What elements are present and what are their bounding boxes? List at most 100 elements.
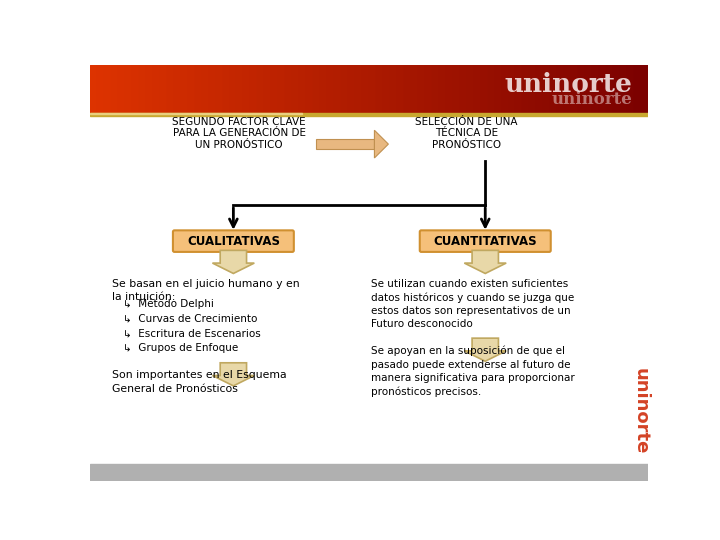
Bar [202, 65, 210, 113]
Bar [523, 65, 530, 113]
FancyBboxPatch shape [173, 231, 294, 252]
Bar [529, 65, 537, 113]
Bar [125, 65, 132, 113]
Text: CUANTITATIVAS: CUANTITATIVAS [433, 234, 537, 248]
Bar [258, 65, 265, 113]
Bar [571, 65, 579, 113]
Bar [453, 65, 461, 113]
Text: Se basan en el juicio humano y en
la intuición:: Se basan en el juicio humano y en la int… [112, 279, 300, 302]
Bar [585, 65, 593, 113]
Text: SELECCIÓN DE UNA
TÉCNICA DE
PRONÓSTICO: SELECCIÓN DE UNA TÉCNICA DE PRONÓSTICO [415, 117, 518, 150]
Bar [132, 65, 140, 113]
Bar [320, 65, 328, 113]
Text: uninorte: uninorte [505, 72, 632, 97]
Bar [593, 65, 600, 113]
Bar [90, 113, 302, 114]
Bar [467, 65, 474, 113]
Polygon shape [212, 363, 254, 386]
Bar [536, 65, 544, 113]
Bar [383, 65, 391, 113]
Bar [474, 65, 482, 113]
Text: uninorte: uninorte [631, 368, 649, 455]
Text: ↳  Método Delphi: ↳ Método Delphi [122, 299, 213, 309]
Bar [620, 65, 628, 113]
Bar [90, 113, 648, 117]
Bar [557, 65, 565, 113]
Bar [230, 65, 238, 113]
Text: Se utilizan cuando existen suficientes
datos históricos y cuando se juzga que
es: Se utilizan cuando existen suficientes d… [371, 279, 574, 329]
Bar [264, 65, 272, 113]
Bar [145, 65, 153, 113]
Text: ↳  Grupos de Enfoque: ↳ Grupos de Enfoque [122, 343, 238, 353]
Bar [348, 65, 356, 113]
Text: ↳  Curvas de Crecimiento: ↳ Curvas de Crecimiento [122, 314, 257, 323]
Bar [160, 65, 168, 113]
Bar [90, 464, 648, 481]
Bar [508, 65, 516, 113]
Bar [564, 65, 572, 113]
Bar [446, 65, 454, 113]
Bar [495, 65, 503, 113]
Bar [327, 65, 335, 113]
Bar [139, 65, 147, 113]
Bar [174, 65, 181, 113]
Bar [222, 65, 230, 113]
Bar [97, 65, 104, 113]
Bar [502, 65, 509, 113]
Bar [481, 65, 488, 113]
Bar [111, 65, 119, 113]
Bar [153, 65, 161, 113]
Bar [167, 65, 174, 113]
Bar [188, 65, 195, 113]
Bar [215, 65, 223, 113]
Bar [390, 65, 397, 113]
Bar [404, 65, 412, 113]
Polygon shape [374, 130, 388, 158]
Bar [181, 65, 189, 113]
Polygon shape [464, 251, 506, 273]
Bar [599, 65, 607, 113]
Bar [300, 65, 307, 113]
Bar [425, 65, 433, 113]
Text: CUALITATIVAS: CUALITATIVAS [187, 234, 280, 248]
Bar [243, 65, 251, 113]
Text: ↳  Escritura de Escenarios: ↳ Escritura de Escenarios [122, 328, 261, 338]
Bar [285, 65, 293, 113]
Text: Son importantes en el Esquema
General de Pronósticos: Son importantes en el Esquema General de… [112, 370, 287, 394]
Bar [613, 65, 621, 113]
Text: Se apoyan en la suposición de que el
pasado puede extenderse al futuro de
manera: Se apoyan en la suposición de que el pas… [371, 346, 575, 397]
Bar [487, 65, 495, 113]
Bar [397, 65, 405, 113]
Bar [292, 65, 300, 113]
FancyBboxPatch shape [420, 231, 551, 252]
Bar [104, 65, 112, 113]
Bar [355, 65, 363, 113]
Bar [306, 65, 314, 113]
Bar [369, 65, 377, 113]
Bar [334, 65, 342, 113]
Bar [251, 65, 258, 113]
Bar [418, 65, 426, 113]
Bar [376, 65, 384, 113]
Bar [362, 65, 370, 113]
Bar [279, 65, 286, 113]
Bar [438, 65, 446, 113]
Bar [209, 65, 216, 113]
Bar [606, 65, 614, 113]
Bar [271, 65, 279, 113]
Bar [313, 65, 321, 113]
Polygon shape [464, 338, 506, 361]
Bar [544, 65, 551, 113]
Bar [459, 65, 467, 113]
Bar [236, 65, 244, 113]
Bar [194, 65, 202, 113]
Text: uninorte: uninorte [552, 91, 632, 107]
Polygon shape [212, 251, 254, 273]
Bar [516, 65, 523, 113]
Bar [550, 65, 558, 113]
Text: SEGUNDO FACTOR CLAVE
PARA LA GENERACIÓN DE
UN PRONÓSTICO: SEGUNDO FACTOR CLAVE PARA LA GENERACIÓN … [172, 117, 306, 150]
Bar [411, 65, 418, 113]
Bar [641, 65, 649, 113]
Bar [118, 65, 126, 113]
Bar [578, 65, 586, 113]
